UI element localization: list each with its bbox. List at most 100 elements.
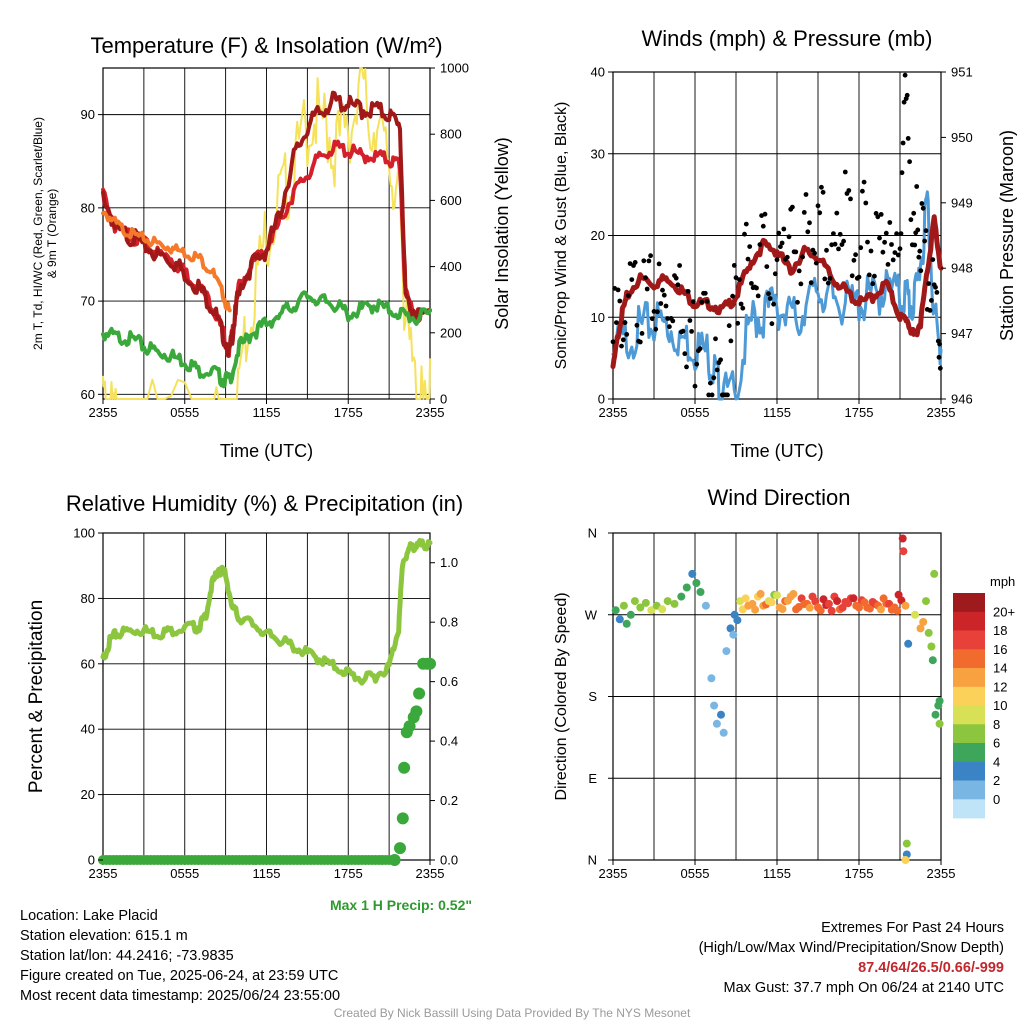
gust-point xyxy=(670,318,676,324)
gust-point xyxy=(708,380,713,386)
x-tick-label: 2355 xyxy=(416,866,445,881)
gust-point xyxy=(803,192,809,197)
direction-point xyxy=(902,839,911,848)
y-tick-label: 20 xyxy=(591,228,605,243)
y2-tick-label: 600 xyxy=(440,193,462,208)
y-tick-label: 0 xyxy=(88,853,95,868)
y-tick-label: 30 xyxy=(591,146,605,161)
precip-point xyxy=(394,842,406,855)
gust-point xyxy=(927,308,933,313)
direction-point xyxy=(901,601,910,610)
gust-point xyxy=(643,275,648,281)
x-tick-label: 1155 xyxy=(253,405,281,420)
x-tick-label: 2355 xyxy=(89,405,118,420)
legend-label: 8 xyxy=(993,717,1000,732)
y-tick-label: 60 xyxy=(81,387,95,402)
x-tick-label: 2355 xyxy=(416,405,445,420)
gust-point xyxy=(656,261,662,267)
gust-point xyxy=(853,252,858,258)
gust-point xyxy=(714,367,720,373)
gust-point xyxy=(687,318,693,323)
gust-point xyxy=(793,249,799,255)
x-tick-label: 0555 xyxy=(170,866,199,881)
direction-point xyxy=(935,697,944,705)
gust-point xyxy=(933,284,938,290)
gust-point xyxy=(735,320,741,326)
gust-point xyxy=(653,326,659,332)
humidity-panel: 2355 0555 1155 1755 23550204060801000.00.20.… xyxy=(26,491,472,913)
gust-point xyxy=(915,227,921,233)
x-axis-label: Time (UTC) xyxy=(220,441,313,461)
gust-point xyxy=(872,273,877,279)
y-tick-label: N xyxy=(588,526,597,541)
gust-point xyxy=(901,99,907,105)
extremes-values: 87.4/64/26.5/0.66/-999 xyxy=(858,960,1004,976)
extremes-info: Extremes For Past 24 Hours (High/Low/Max… xyxy=(699,918,1004,998)
direction-point xyxy=(707,674,716,683)
gust-point xyxy=(622,320,628,326)
dewpoint-line xyxy=(101,290,432,389)
x-tick-label: 2355 xyxy=(927,866,956,881)
gust-point xyxy=(731,263,737,268)
gust-point xyxy=(858,245,864,251)
y2-tick-label: 0.0 xyxy=(440,853,458,868)
gust-point xyxy=(677,263,682,268)
gust-point xyxy=(907,159,912,165)
gust-point xyxy=(930,257,936,262)
legend-swatch xyxy=(953,761,985,781)
gust-point xyxy=(767,296,773,301)
y-tick-label: W xyxy=(585,607,598,622)
legend-label: 4 xyxy=(993,754,1000,769)
gust-point xyxy=(704,299,710,304)
gust-point xyxy=(898,231,904,237)
gust-point xyxy=(754,285,759,291)
direction-point xyxy=(898,534,907,543)
gust-point xyxy=(831,231,836,237)
gust-point xyxy=(667,324,672,330)
gust-point xyxy=(849,273,855,279)
legend-label: 14 xyxy=(993,661,1007,676)
gust-point xyxy=(745,256,751,262)
y-tick-label: E xyxy=(588,771,597,786)
legend-swatch xyxy=(953,743,985,763)
legend-label: 6 xyxy=(993,736,1000,751)
latlon-text: Station lat/lon: 44.2416; -73.9835 xyxy=(20,948,234,964)
gust-point xyxy=(923,228,929,234)
y2-tick-label: 950 xyxy=(951,130,973,145)
rh-line xyxy=(100,537,433,686)
precip-point xyxy=(403,720,416,733)
direction-point xyxy=(778,605,787,614)
y-tick-label: 40 xyxy=(81,722,95,737)
gust-point xyxy=(690,299,696,305)
gust-point xyxy=(860,188,865,194)
gust-point xyxy=(868,248,874,254)
y-tick-label: N xyxy=(588,853,597,868)
gust-point xyxy=(863,200,869,206)
gust-point xyxy=(639,331,645,336)
direction-point xyxy=(615,615,624,624)
direction-point xyxy=(696,588,705,596)
gust-point xyxy=(755,293,761,299)
precip-note: Max 1 H Precip: 0.52" xyxy=(330,897,472,913)
direction-point xyxy=(893,606,902,615)
speed-legend: mph 20+ 18 16 14 12 10 8 6 4 2 0 xyxy=(953,574,1015,819)
gust-point xyxy=(648,253,653,259)
x-tick-label: 2355 xyxy=(599,405,628,420)
gust-point xyxy=(737,277,742,282)
gust-point xyxy=(899,170,905,176)
legend-swatch xyxy=(953,630,985,650)
gust-point xyxy=(771,301,776,307)
max-gust-text: Max Gust: 37.7 mph On 06/24 at 2140 UTC xyxy=(723,980,1004,996)
gust-point xyxy=(769,321,775,327)
precip-point xyxy=(398,761,411,774)
gust-point xyxy=(646,258,652,264)
gust-point xyxy=(706,392,712,398)
y2-tick-label: 1.0 xyxy=(440,555,458,570)
direction-point xyxy=(919,618,928,626)
gust-point xyxy=(641,258,647,264)
gust-point xyxy=(760,223,766,229)
gust-point xyxy=(784,254,790,260)
legend-swatch xyxy=(953,705,985,725)
gust-point xyxy=(837,231,843,237)
gust-point xyxy=(655,309,660,315)
